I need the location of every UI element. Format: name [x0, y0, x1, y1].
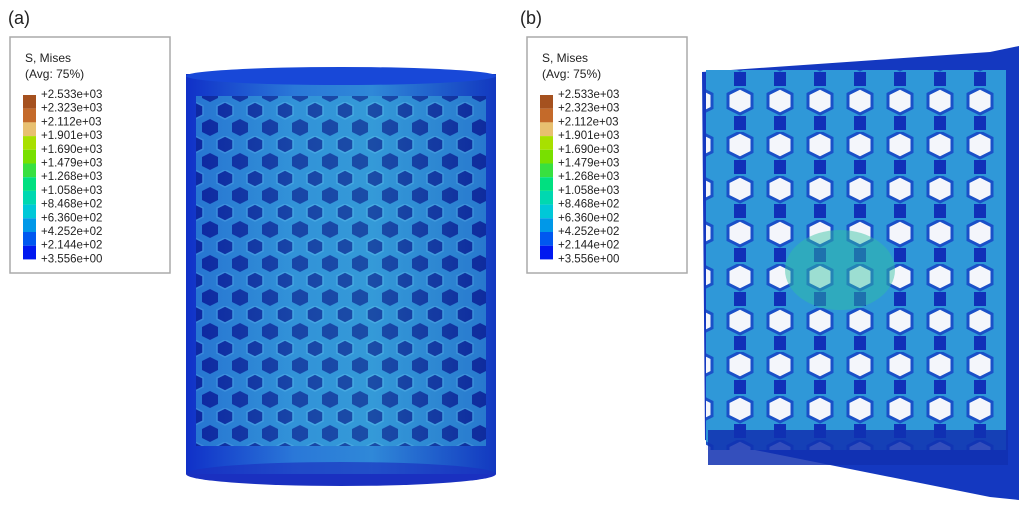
- legend-swatch: [540, 150, 553, 164]
- legend-swatch: [540, 136, 553, 150]
- legend-swatch: [23, 205, 36, 219]
- legend-swatch: [23, 246, 36, 260]
- legend-swatch: [540, 177, 553, 191]
- legend-title: S, Mises: [542, 51, 588, 65]
- legend-label: +4.252e+02: [558, 226, 619, 238]
- figure: (a) S, Mises (Avg: 75%) +2.533e+03 +2.323e+0…: [0, 0, 1019, 507]
- legend-label: +2.323e+03: [558, 103, 619, 115]
- legend-label: +8.468e+02: [41, 199, 102, 211]
- legend-swatch: [23, 191, 36, 205]
- legend-swatch: [540, 109, 553, 123]
- legend-label: +3.556e+00: [558, 253, 619, 265]
- legend-title: S, Mises: [25, 51, 71, 65]
- legend-swatch: [540, 205, 553, 219]
- legend-label: +1.058e+03: [41, 185, 102, 197]
- legend-swatch: [23, 177, 36, 191]
- legend-swatch: [540, 218, 553, 232]
- legend-swatch: [540, 95, 553, 109]
- legend-label: +6.360e+02: [558, 212, 619, 224]
- legend-label: +1.901e+03: [41, 130, 102, 142]
- legend-label: +3.556e+00: [41, 253, 102, 265]
- legend-swatch: [540, 164, 553, 178]
- legend-label: +1.479e+03: [41, 158, 102, 170]
- legend-swatch: [23, 109, 36, 123]
- legend-swatch: [540, 191, 553, 205]
- lattice-render: [702, 46, 1019, 500]
- legend-label: +1.690e+03: [558, 144, 619, 156]
- legend-swatch: [540, 122, 553, 136]
- legend-label: +1.268e+03: [41, 171, 102, 183]
- page: (a) S, Mises (Avg: 75%) +2.533e+03 +2.323e+0…: [0, 0, 1019, 507]
- legend-label: +2.533e+03: [558, 89, 619, 101]
- legend-swatch: [23, 232, 36, 246]
- legend-swatch: [23, 122, 36, 136]
- cylinder-render: [186, 67, 496, 486]
- legend-subtitle: (Avg: 75%): [25, 67, 84, 81]
- legend-label: +8.468e+02: [558, 199, 619, 211]
- legend-swatch: [23, 164, 36, 178]
- legend-label: +2.144e+02: [558, 240, 619, 252]
- legend-label: +2.112e+03: [558, 116, 619, 128]
- panel-label: (a): [8, 8, 30, 28]
- legend-swatch: [23, 95, 36, 109]
- legend-swatch: [540, 232, 553, 246]
- legend-label: +4.252e+02: [41, 226, 102, 238]
- legend-label: +2.533e+03: [41, 89, 102, 101]
- legend-subtitle: (Avg: 75%): [542, 67, 601, 81]
- legend-label: +2.112e+03: [41, 116, 102, 128]
- legend-label: +1.058e+03: [558, 185, 619, 197]
- legend-label: +6.360e+02: [41, 212, 102, 224]
- legend-label: +1.901e+03: [558, 130, 619, 142]
- legend-swatch: [23, 150, 36, 164]
- legend-swatch: [23, 218, 36, 232]
- legend-label: +1.690e+03: [41, 144, 102, 156]
- legend-swatch: [540, 246, 553, 260]
- legend-label: +1.479e+03: [558, 158, 619, 170]
- legend-swatch: [23, 136, 36, 150]
- panel-label: (b): [520, 8, 542, 28]
- legend-label: +2.323e+03: [41, 103, 102, 115]
- legend-label: +1.268e+03: [558, 171, 619, 183]
- legend-label: +2.144e+02: [41, 240, 102, 252]
